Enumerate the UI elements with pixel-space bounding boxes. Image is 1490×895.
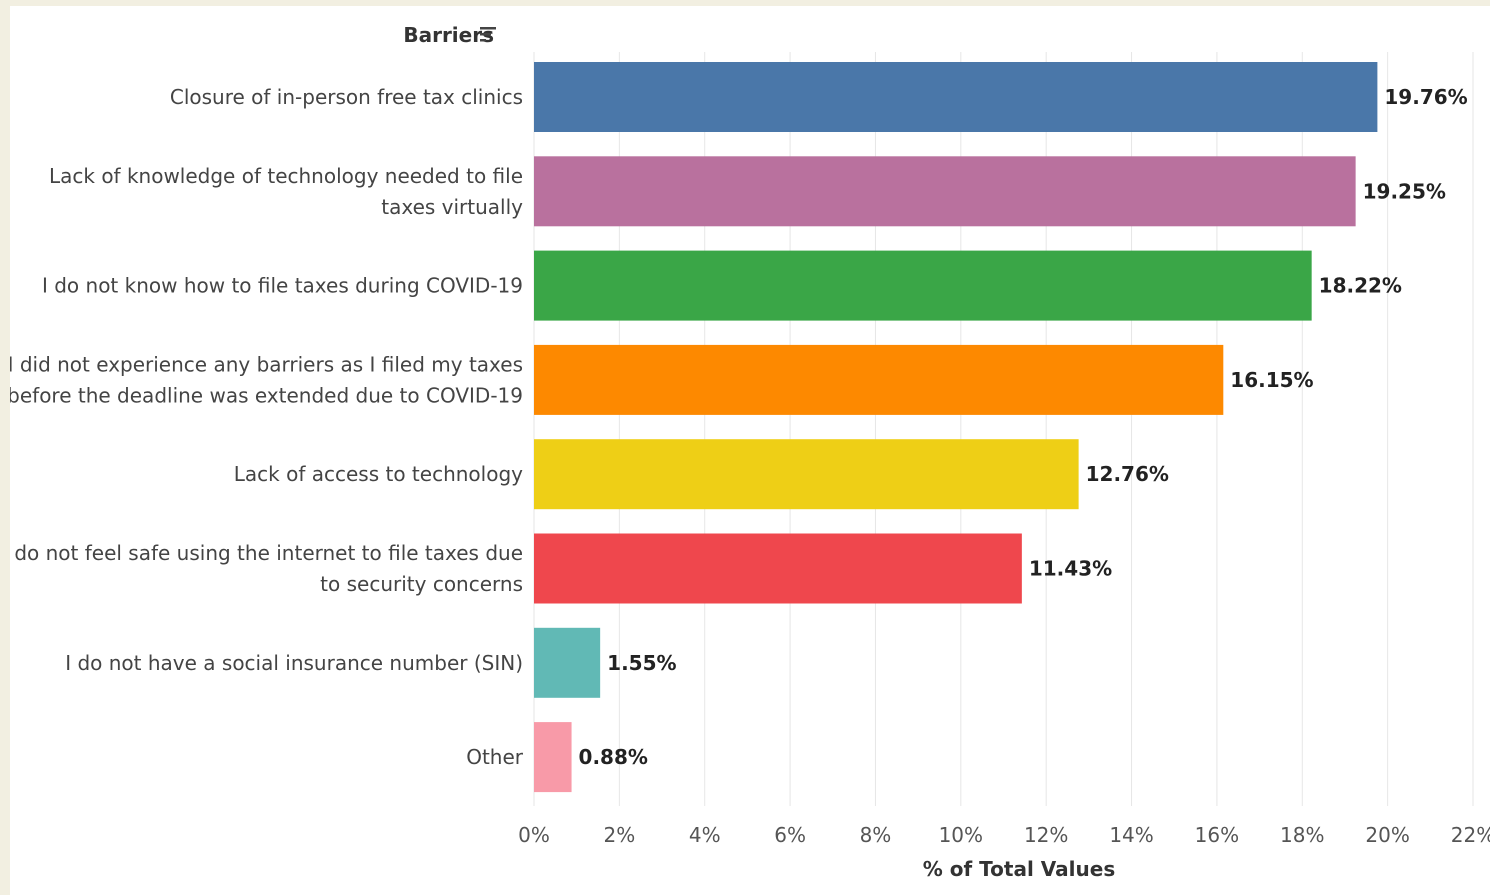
value-label: 0.88% — [579, 745, 648, 769]
value-label: 18.22% — [1319, 274, 1402, 298]
category-label: I do not feel safe using the internet to… — [10, 541, 523, 596]
category-label: Other — [466, 745, 524, 769]
category-label: Lack of knowledge of technology needed t… — [49, 164, 523, 219]
x-tick-label: 2% — [603, 823, 635, 847]
bar[interactable] — [534, 533, 1022, 604]
x-tick-label: 20% — [1365, 823, 1409, 847]
x-tick-label: 18% — [1280, 823, 1324, 847]
category-label: I did not experience any barriers as I f… — [10, 352, 523, 407]
x-tick-label: 0% — [518, 823, 550, 847]
value-label: 1.55% — [607, 651, 676, 675]
chart-frame: Closure of in-person free tax clinics Lac… — [10, 6, 1490, 895]
bar[interactable] — [534, 439, 1079, 510]
x-tick-label: 6% — [774, 823, 806, 847]
sort-descending-icon[interactable] — [480, 27, 496, 42]
bar[interactable] — [534, 250, 1312, 321]
bar-chart: Closure of in-person free tax clinics Lac… — [10, 23, 1490, 881]
category-label: I do not know how to file taxes during C… — [42, 274, 523, 298]
x-tick-label: 10% — [939, 823, 983, 847]
bar[interactable] — [534, 156, 1356, 227]
value-label: 19.25% — [1363, 179, 1446, 203]
value-label: 11.43% — [1029, 557, 1112, 581]
category-header[interactable]: Barriers — [403, 23, 494, 47]
x-tick-label: 22% — [1451, 823, 1490, 847]
bars — [534, 62, 1378, 793]
category-label: Closure of in-person free tax clinics — [170, 85, 523, 109]
x-tick-label: 4% — [689, 823, 721, 847]
value-label: 16.15% — [1230, 368, 1313, 392]
category-label: Lack of access to technology — [234, 462, 523, 486]
x-tick-label: 8% — [860, 823, 892, 847]
x-tick-label: 12% — [1024, 823, 1068, 847]
bar[interactable] — [534, 62, 1378, 132]
category-label: I do not have a social insurance number … — [65, 651, 523, 675]
x-tick-label: 16% — [1195, 823, 1239, 847]
value-labels: 19.76% 19.25% 18.22% 16.15% 12.76% 11.43% 1.55… — [579, 85, 1468, 769]
x-tick-label: 14% — [1109, 823, 1153, 847]
bar[interactable] — [534, 627, 601, 698]
value-label: 19.76% — [1384, 85, 1467, 109]
bar[interactable] — [534, 722, 572, 793]
x-axis-title: % of Total Values — [923, 857, 1115, 881]
bar[interactable] — [534, 344, 1224, 415]
x-tick-labels: 0% 2% 4% 6% 8% 10% 12% 14% 16% 18% 20% 22% — [518, 823, 1490, 847]
category-labels: Closure of in-person free tax clinics Lac… — [10, 85, 524, 769]
value-label: 12.76% — [1086, 462, 1169, 486]
